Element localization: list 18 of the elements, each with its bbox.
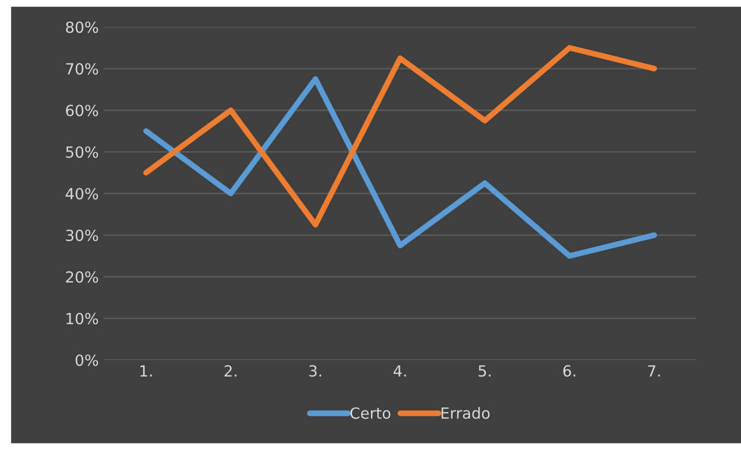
- y-tick-label: 10%: [66, 312, 98, 324]
- y-tick-label: 0%: [76, 354, 98, 366]
- y-tick-label: 20%: [66, 271, 98, 283]
- x-tick-label: 3.: [309, 365, 322, 377]
- x-tick-label: 2.: [224, 365, 236, 376]
- x-tick-label: 6.: [563, 365, 576, 377]
- y-tick-label: 60%: [66, 104, 98, 116]
- y-tick-label: 40%: [66, 188, 98, 200]
- x-tick-label: 1.: [140, 365, 152, 376]
- y-tick-label: 70%: [66, 63, 98, 75]
- x-tick-label: 7.: [648, 365, 660, 376]
- y-tick-label: 50%: [66, 146, 98, 158]
- x-tick-label: 5.: [478, 365, 490, 377]
- legend-label: Errado: [442, 407, 490, 419]
- y-tick-label: 80%: [66, 21, 98, 34]
- legend-label: Certo: [350, 407, 390, 419]
- y-tick-label: 30%: [66, 230, 98, 242]
- x-tick-label: 4.: [394, 365, 406, 376]
